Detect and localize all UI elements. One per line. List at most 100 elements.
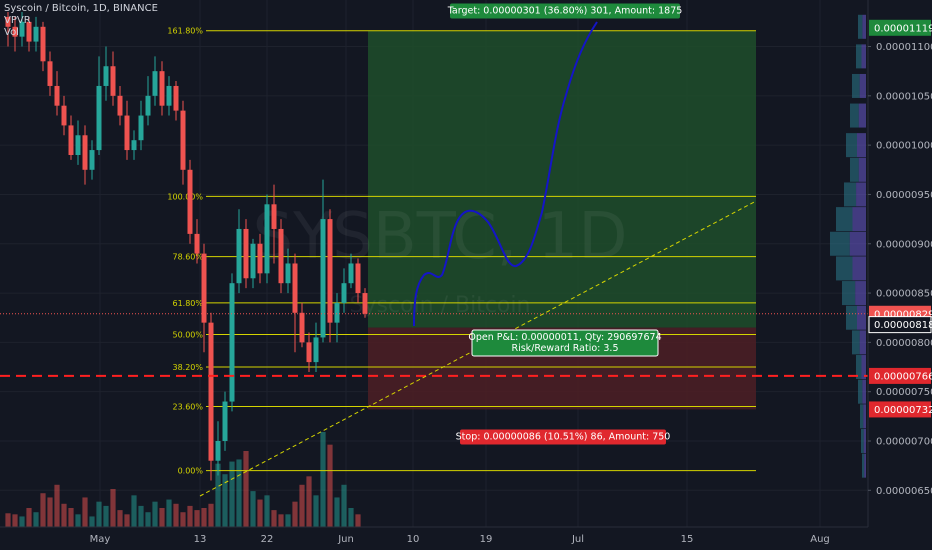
price-badge-box: [869, 367, 931, 384]
candle-body: [306, 342, 312, 363]
volume-bar: [26, 508, 32, 527]
candle-body: [299, 312, 305, 343]
vpvr-bar-up: [856, 355, 862, 380]
volume-bar: [194, 510, 200, 527]
indicator-vol[interactable]: Vol: [4, 27, 19, 38]
fib-level-label: 61.80%: [172, 299, 203, 308]
vpvr-bar-up: [850, 157, 859, 182]
drawing-overlays[interactable]: Target: 0.00000301 (36.80%) 301, Amount:…: [0, 3, 868, 497]
volume-bar: [145, 512, 151, 527]
price-tick-label: 0.00001000: [876, 141, 932, 152]
candle-body: [320, 219, 326, 338]
watermark-ticker: SYSBTC, 1D: [253, 200, 628, 274]
price-badge-box: [868, 316, 932, 334]
vpvr-bar-down: [859, 73, 866, 98]
volume-bar: [103, 505, 109, 527]
candle-body: [257, 243, 263, 274]
volume-bar: [131, 495, 137, 527]
candle-body: [110, 66, 116, 96]
stop-label-box[interactable]: [460, 429, 666, 445]
vpvr-bar-up: [846, 305, 857, 330]
pnl-label-box[interactable]: [471, 329, 659, 357]
volume-bar: [341, 484, 347, 527]
candle-body: [187, 169, 193, 234]
vpvr-bar-down: [852, 256, 866, 281]
candle-body: [152, 71, 158, 96]
volume-bar: [19, 516, 25, 527]
volume-bar: [313, 495, 319, 527]
vpvr-bar-up: [844, 182, 857, 207]
price-badge-box: [869, 19, 931, 36]
vpvr-bar-down: [861, 44, 866, 69]
volume-bar: [75, 514, 81, 527]
vpvr-bar-down: [862, 379, 866, 404]
candle-body: [117, 95, 123, 116]
fib-retracement[interactable]: 161.80% 100.00% 78.60% 61.80% 50.00% 38.20% 23…: [167, 27, 756, 476]
vpvr-bar-down: [864, 453, 866, 478]
profit-zone[interactable]: [368, 30, 756, 328]
price-tick-label: 0.00000900: [876, 239, 932, 250]
volume-bar: [54, 484, 60, 527]
candle-body: [96, 85, 102, 151]
candle-body: [362, 293, 368, 314]
volume-bar: [236, 459, 242, 527]
stop-label: Stop: 0.00000086 (10.51%) 86, Amount: 75…: [456, 432, 671, 443]
candle-body: [145, 95, 151, 116]
chart-legend: Syscoin / Bitcoin, 1D, BINANCE VPVR Vol: [4, 3, 158, 39]
candle-body: [173, 85, 179, 111]
price-badge: 0.00000732: [874, 405, 932, 416]
candle-body: [166, 85, 172, 106]
symbol-watermark: SYSBTC, 1D Syscoin / Bitcoin: [253, 200, 628, 318]
candle-body: [12, 26, 18, 37]
candle-body: [194, 233, 200, 254]
price-tick-label: 0.00000800: [876, 338, 932, 349]
volume-bar: [355, 514, 361, 527]
volume-bar: [299, 484, 305, 527]
vpvr-bar-up: [852, 330, 860, 355]
target-label-box[interactable]: [450, 3, 680, 19]
price-badge: 0.00000829: [874, 309, 932, 320]
candlestick-series: [5, 12, 368, 481]
projection-path[interactable]: [413, 21, 598, 327]
time-axis[interactable]: May 13 22 Jun 10 19 Jul 15 Aug: [0, 526, 868, 550]
volume-bar: [229, 461, 235, 527]
volume-bar: [47, 497, 53, 527]
volume-bar: [12, 514, 18, 527]
price-axis[interactable]: 0.00001100 0.00001050 0.00001000 0.00000950…: [867, 0, 932, 550]
volume-bar: [327, 444, 333, 527]
candle-body: [271, 204, 277, 229]
vpvr-bar-down: [862, 14, 866, 39]
vpvr-bar-up: [830, 231, 850, 256]
candle-body: [215, 440, 221, 461]
time-tick-label: 10: [407, 534, 420, 545]
vpvr-bar-up: [861, 428, 864, 453]
vpvr-bar-up: [842, 281, 856, 306]
fib-level-label: 23.60%: [172, 402, 203, 411]
volume-bar: [334, 497, 340, 527]
candle-body: [201, 253, 207, 323]
price-tick-label: 0.00000750: [876, 387, 932, 398]
candle-body: [33, 26, 39, 42]
pnl-label: Open P&L: 0.00000011, Qty: 290697674: [468, 332, 661, 343]
price-axis-bg: [868, 0, 932, 550]
candle-body: [68, 125, 74, 155]
price-badge-box: [869, 401, 931, 418]
volume-bar: [180, 512, 186, 527]
vpvr-bar-down: [852, 207, 866, 232]
candle-body: [236, 228, 242, 284]
volume-bar: [117, 510, 123, 527]
volume-bar: [5, 513, 11, 527]
symbol-title[interactable]: Syscoin / Bitcoin, 1D, BINANCE: [4, 3, 158, 14]
volume-bar: [222, 474, 228, 527]
candle-body: [250, 243, 256, 279]
candle-body: [19, 21, 25, 37]
volume-bar: [124, 514, 130, 527]
price-tick-label: 0.00000700: [876, 436, 932, 447]
volume-bar: [173, 503, 179, 527]
candle-body: [334, 302, 340, 323]
pnl-label: Risk/Reward Ratio: 3.5: [511, 343, 618, 354]
volume-bar: [257, 499, 263, 527]
volume-bar: [348, 508, 354, 527]
indicator-vpvr[interactable]: VPVR: [4, 15, 31, 26]
